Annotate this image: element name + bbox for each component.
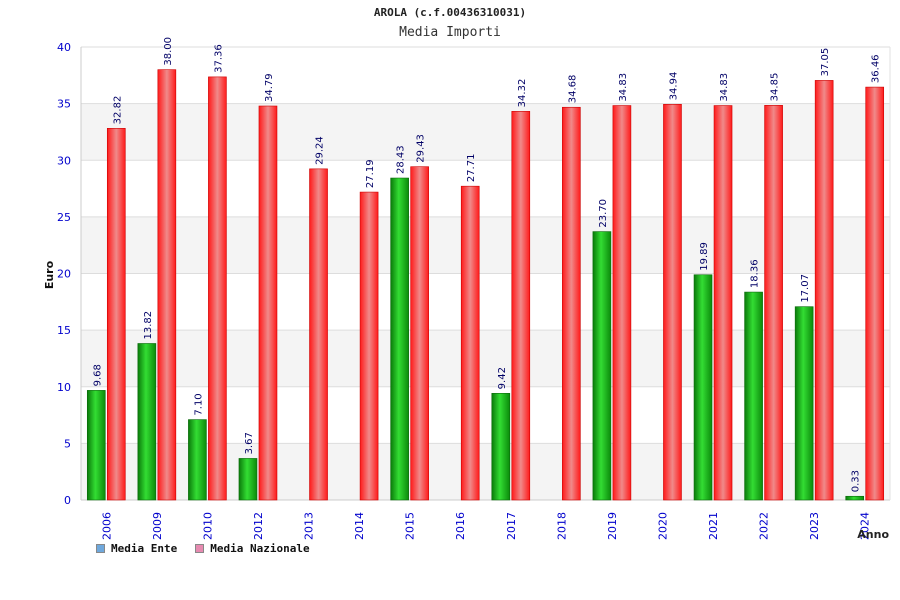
- value-label-ente-2017: 9.42: [497, 367, 508, 389]
- value-label-ente-2006: 9.68: [92, 364, 103, 386]
- x-axis-label: Anno: [857, 528, 889, 541]
- bar-ente-2009: [137, 343, 157, 501]
- bar-ente-2022: [744, 291, 763, 501]
- x-tick-label-2013: 2013: [303, 512, 316, 540]
- x-tick-label-2023: 2023: [808, 512, 821, 540]
- x-tick-label-2012: 2012: [252, 512, 265, 540]
- value-label-nazionale-2023: 37.05: [820, 48, 831, 77]
- x-axis-ticks: 2006 2009 2010 2012 2013 2014 2015 2016 2017 2018…: [100, 512, 871, 540]
- y-axis-ticks: 0 5 10 15 20 25 30 35 40: [57, 41, 71, 507]
- value-labels: 9.68 32.82 13.82 38.00 7.10 37.36 3.67 34.79 29.…: [92, 37, 881, 492]
- y-tick-label: 10: [57, 381, 71, 394]
- value-label-nazionale-2019: 34.83: [618, 73, 629, 102]
- bar-nazionale-2016: [460, 185, 480, 501]
- value-label-nazionale-2022: 34.85: [770, 73, 781, 102]
- chart-subtitle: Media Importi: [399, 25, 501, 40]
- y-tick-label: 30: [57, 154, 71, 167]
- chart-title: AROLA (c.f.00436310031): [373, 6, 527, 19]
- bar-nazionale-2009: [157, 69, 177, 501]
- value-label-nazionale-2024: 36.46: [871, 54, 882, 83]
- y-tick-label: 20: [57, 268, 71, 281]
- bar-ente-2019: [592, 231, 612, 501]
- bar-nazionale-2020: [663, 104, 682, 501]
- value-label-ente-2009: 13.82: [143, 311, 154, 340]
- bar-nazionale-2018: [562, 106, 581, 501]
- bar-nazionale-2014: [359, 191, 379, 501]
- legend-label-ente: Media Ente: [111, 542, 178, 555]
- x-tick-label-2018: 2018: [555, 512, 568, 540]
- value-label-nazionale-2006: 32.82: [112, 96, 123, 125]
- bar-ente-2021: [693, 274, 713, 501]
- value-label-nazionale-2018: 34.68: [567, 75, 578, 104]
- bar-ente-2017: [491, 393, 511, 501]
- bar-nazionale-2013: [309, 168, 328, 501]
- value-label-nazionale-2010: 37.36: [213, 44, 224, 73]
- bar-nazionale-2019: [612, 105, 632, 501]
- x-tick-label-2024: 2024: [859, 512, 872, 540]
- legend-swatch-nazionale: [195, 544, 205, 553]
- value-label-ente-2010: 7.10: [193, 393, 204, 415]
- value-label-nazionale-2015: 29.43: [416, 134, 427, 163]
- value-label-nazionale-2009: 38.00: [163, 37, 174, 66]
- bar-nazionale-2015: [410, 166, 429, 501]
- value-label-ente-2012: 3.67: [244, 432, 255, 454]
- bar-ente-2015: [390, 177, 409, 501]
- value-label-ente-2021: 19.89: [699, 242, 710, 271]
- bar-nazionale-2021: [713, 105, 733, 501]
- bar-nazionale-2012: [258, 105, 278, 501]
- bar-ente-2010: [188, 419, 207, 501]
- value-label-ente-2015: 28.43: [396, 145, 407, 174]
- bar-nazionale-2006: [106, 128, 126, 501]
- value-label-ente-2023: 17.07: [800, 274, 811, 303]
- y-tick-label: 40: [57, 41, 71, 54]
- y-tick-label: 25: [57, 211, 71, 224]
- value-label-nazionale-2014: 27.19: [365, 159, 376, 188]
- value-label-nazionale-2017: 34.32: [517, 79, 528, 108]
- bar-ente-2006: [86, 390, 106, 501]
- bar-ente-2012: [238, 458, 258, 501]
- x-tick-label-2010: 2010: [201, 512, 214, 540]
- legend-swatch-ente: [96, 544, 105, 553]
- legend: Media Ente Media Nazionale: [96, 542, 310, 555]
- y-tick-label: 5: [64, 437, 71, 450]
- x-tick-label-2022: 2022: [758, 512, 771, 540]
- value-label-nazionale-2013: 29.24: [315, 136, 326, 165]
- bar-nazionale-2024: [865, 86, 885, 501]
- y-tick-label: 15: [57, 324, 71, 337]
- legend-item-nazionale[interactable]: Media Nazionale: [195, 542, 310, 555]
- legend-label-nazionale: Media Nazionale: [210, 542, 310, 555]
- x-tick-label-2014: 2014: [353, 512, 366, 540]
- value-label-ente-2024: 0.33: [851, 470, 862, 492]
- x-tick-label-2021: 2021: [707, 512, 720, 540]
- value-label-ente-2019: 23.70: [598, 199, 609, 228]
- series-media-nazionale: [106, 69, 885, 501]
- value-label-nazionale-2021: 34.83: [719, 73, 730, 102]
- bar-ente-2024: [845, 495, 865, 501]
- series-media-ente: [86, 177, 865, 501]
- x-tick-label-2009: 2009: [151, 512, 164, 540]
- x-tick-label-2006: 2006: [100, 512, 113, 540]
- bar-nazionale-2023: [814, 80, 834, 501]
- x-tick-label-2020: 2020: [656, 512, 669, 540]
- x-tick-label-2019: 2019: [606, 512, 619, 540]
- bar-nazionale-2017: [511, 111, 531, 501]
- bar-nazionale-2010: [208, 76, 227, 501]
- bar-ente-2023: [794, 306, 814, 501]
- value-label-nazionale-2012: 34.79: [264, 73, 275, 102]
- bar-nazionale-2022: [764, 105, 783, 501]
- x-tick-label-2017: 2017: [505, 512, 518, 540]
- y-tick-label: 0: [64, 494, 71, 507]
- legend-item-ente[interactable]: Media Ente: [96, 542, 177, 555]
- value-label-ente-2022: 18.36: [750, 259, 761, 288]
- y-tick-label: 35: [57, 98, 71, 111]
- value-label-nazionale-2016: 27.71: [466, 154, 477, 183]
- x-tick-label-2016: 2016: [454, 512, 467, 540]
- x-tick-label-2015: 2015: [404, 512, 417, 540]
- value-label-nazionale-2020: 34.94: [668, 72, 679, 101]
- y-axis-label: Euro: [43, 260, 56, 289]
